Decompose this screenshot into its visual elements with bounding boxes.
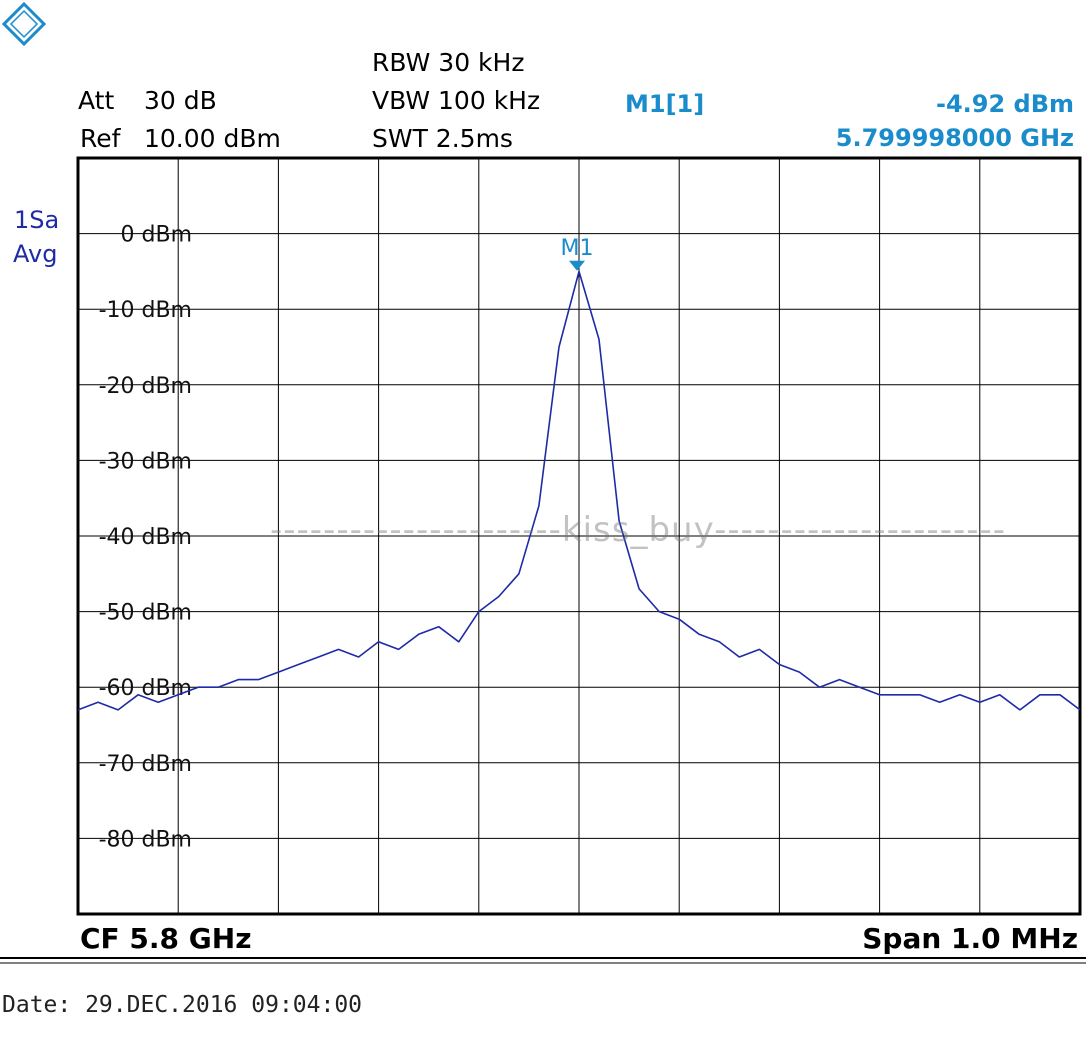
frequency-span: Span 1.0 MHz [862, 922, 1078, 955]
ref-label: Ref [80, 124, 121, 153]
y-tick-label: 0 dBm [121, 223, 192, 248]
y-tick-label: -40 dBm [99, 525, 192, 550]
marker-tag: M1 [561, 236, 594, 261]
y-tick-label: -80 dBm [99, 827, 192, 852]
vbw-readout: VBW 100 kHz [372, 86, 541, 115]
marker-level: -4.92 dBm [935, 90, 1074, 118]
ref-value: 10.00 dBm [144, 124, 281, 153]
marker-frequency: 5.799998000 GHz [835, 124, 1074, 152]
y-tick-label: -30 dBm [99, 449, 192, 474]
rbw-readout: RBW 30 kHz [372, 48, 525, 77]
y-tick-label: -20 dBm [99, 374, 192, 399]
plot-frame [76, 156, 1082, 916]
trace-mode-sample: 1Sa [14, 206, 60, 234]
spectrum-trace [77, 270, 1081, 711]
y-tick-label: -50 dBm [99, 601, 192, 626]
center-frequency: CF 5.8 GHz [80, 922, 252, 955]
swt-readout: SWT 2.5ms [372, 124, 513, 153]
marker-label: M1[1] [625, 90, 705, 118]
timestamp: Date: 29.DEC.2016 09:04:00 [2, 992, 363, 1018]
y-tick-label: -70 dBm [99, 752, 192, 777]
rohde-schwarz-logo [2, 2, 46, 46]
att-value: 30 dB [144, 86, 217, 115]
watermark: ----------------------kiss_buy----------… [270, 510, 1007, 550]
y-tick-label: -10 dBm [99, 298, 192, 323]
marker-triangle [568, 260, 585, 271]
trace-mode-average: Avg [13, 240, 58, 268]
att-label: Att [78, 86, 115, 115]
